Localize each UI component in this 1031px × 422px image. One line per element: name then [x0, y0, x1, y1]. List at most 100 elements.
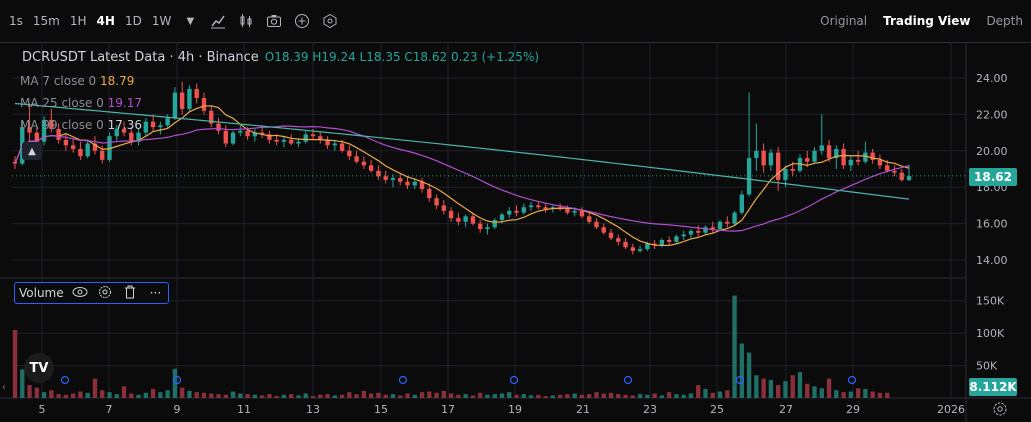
view-depth[interactable]: Depth	[986, 14, 1023, 28]
volume-bar	[601, 393, 606, 398]
time-tick-label: 11	[237, 403, 251, 416]
time-tick-label: 29	[846, 403, 860, 416]
camera-icon[interactable]	[265, 12, 283, 30]
candle-body	[645, 243, 650, 250]
add-icon[interactable]	[293, 12, 311, 30]
gear-icon[interactable]	[990, 400, 1010, 418]
view-switcher: Original Trading View Depth	[812, 0, 1031, 42]
volume-bar	[412, 394, 417, 398]
volume-bar	[136, 394, 141, 398]
chart-legend: DCRUSDT Latest Data · 4h · Binance O18.39…	[22, 50, 539, 65]
candle-body	[485, 227, 490, 230]
timeframe-1w[interactable]: 1W	[151, 14, 172, 28]
volume-bar	[310, 396, 316, 398]
volume-bar	[179, 387, 185, 398]
more-icon[interactable]: ···	[149, 286, 162, 300]
candlestick-chart[interactable]: 24.0022.0020.0018.0016.0014.00150K100K50…	[0, 42, 1031, 422]
timeframe-1h[interactable]: 1H	[69, 14, 87, 28]
candle-body	[368, 165, 374, 171]
timeframe-1s[interactable]: 1s	[9, 14, 23, 28]
timeframe-15m[interactable]: 15m	[32, 14, 60, 28]
candle-body	[339, 143, 345, 151]
volume-bar	[245, 394, 250, 398]
candle-body	[594, 221, 599, 228]
scroll-left-icon[interactable]: ‹	[2, 382, 6, 393]
candle-body	[41, 119, 47, 142]
ohlc-values: O18.39 H19.24 L18.35 C18.62 0.23 (+1.25%…	[264, 50, 540, 64]
volume-bar	[405, 393, 410, 398]
event-marker-icon	[735, 375, 745, 385]
volume-bar	[238, 393, 243, 398]
chart-style-icon[interactable]	[209, 12, 227, 30]
ma7-legend[interactable]: MA 7 close 0 18.79	[20, 74, 134, 88]
volume-bar	[616, 394, 621, 398]
volume-bar	[579, 394, 585, 398]
settings-icon[interactable]	[97, 285, 114, 302]
volume-indicator-header[interactable]: Volume ···	[14, 282, 169, 304]
timeframe-selector: 1s 15m 1H 4H 1D 1W	[0, 14, 176, 28]
hexagon-icon[interactable]	[321, 12, 339, 30]
candle-body	[129, 132, 134, 142]
candle-body	[819, 145, 824, 151]
volume-bar	[398, 395, 403, 398]
volume-bar	[790, 375, 795, 398]
time-tick-label: 5	[39, 403, 46, 416]
candle-body	[565, 209, 570, 213]
tradingview-logo: TV	[24, 353, 54, 383]
volume-bar	[630, 395, 635, 398]
volume-bar	[623, 394, 628, 398]
volume-bar	[732, 295, 737, 398]
ma99-legend[interactable]: MA 99 close 0 17.36	[20, 118, 142, 132]
candle-body	[746, 158, 752, 195]
candle-body	[572, 210, 577, 213]
ma25-legend[interactable]: MA 25 close 0 19.17	[20, 96, 142, 110]
volume-bar	[143, 392, 149, 398]
volume-bar	[383, 394, 388, 398]
candle-body	[267, 134, 272, 140]
volume-bar	[746, 352, 752, 398]
time-tick-label: 23	[643, 403, 657, 416]
trash-icon[interactable]	[122, 285, 139, 302]
candle-body	[783, 169, 788, 180]
candle-body	[768, 152, 774, 166]
candle-body	[121, 128, 127, 133]
collapse-legend-button[interactable]: ▲	[22, 142, 42, 160]
event-marker-icon	[847, 375, 857, 385]
candle-body	[855, 159, 861, 162]
candle-body	[289, 139, 294, 144]
volume-bar	[797, 372, 803, 398]
candle-body	[761, 150, 766, 166]
candle-body	[470, 216, 476, 224]
candle-body	[848, 159, 854, 166]
view-trading-view[interactable]: Trading View	[883, 14, 971, 28]
candle-body	[797, 158, 803, 171]
volume-bar	[281, 394, 287, 398]
volume-bar	[543, 396, 548, 398]
candle-body	[775, 152, 781, 180]
chevron-down-icon[interactable]: ▼	[186, 15, 195, 27]
candles-icon[interactable]	[237, 12, 255, 30]
volume-bar	[674, 394, 679, 398]
candle-body	[201, 98, 207, 111]
eye-icon[interactable]	[72, 286, 89, 301]
candle-body	[172, 92, 178, 119]
volume-bar	[725, 390, 730, 398]
volume-bar	[775, 385, 781, 398]
chart-toolbar: 1s 15m 1H 4H 1D 1W ▼ Original Trading View Dept…	[0, 0, 1031, 43]
ma25-line	[14, 125, 910, 232]
candle-body	[223, 130, 228, 144]
view-original[interactable]: Original	[820, 14, 868, 28]
timeframe-4h[interactable]: 4H	[96, 14, 115, 28]
candle-body	[187, 88, 192, 109]
volume-bar	[834, 390, 839, 398]
candle-body	[659, 239, 665, 246]
candle-body	[623, 241, 628, 248]
timeframe-1d[interactable]: 1D	[124, 14, 142, 28]
volume-bar	[572, 393, 577, 398]
volume-bar	[463, 394, 468, 398]
volume-bar	[150, 388, 156, 398]
candle-body	[441, 205, 447, 211]
candle-body	[906, 175, 912, 181]
volume-bar	[885, 392, 890, 398]
candle-body	[448, 210, 454, 219]
